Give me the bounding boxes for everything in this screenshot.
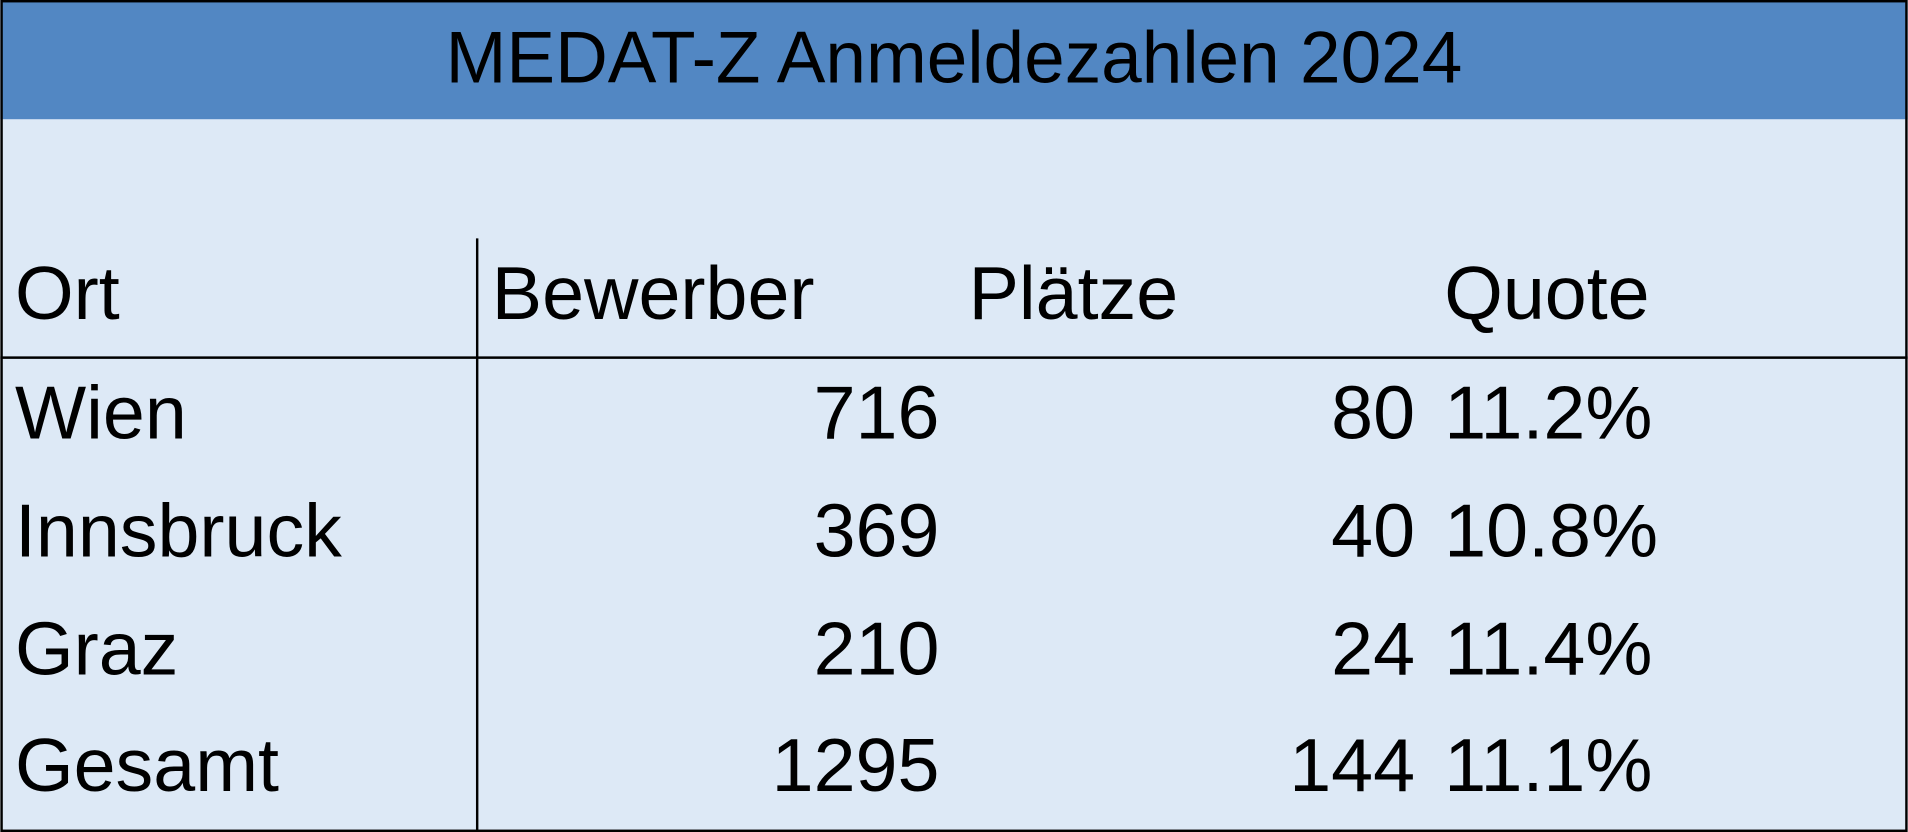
- row-label: Wien: [15, 370, 187, 454]
- column-header: Bewerber: [492, 251, 815, 335]
- table-cell: 10.8%: [1444, 488, 1658, 572]
- table-cell: 80: [1331, 370, 1415, 454]
- table-cell: 716: [814, 370, 940, 454]
- table-cell: 210: [814, 606, 940, 690]
- table-cell: 11.2%: [1444, 370, 1652, 454]
- table-cell: 11.1%: [1444, 723, 1652, 807]
- table-title: MEDAT-Z Anmeldezahlen 2024: [446, 18, 1463, 99]
- table-cell: 144: [1289, 723, 1415, 807]
- row-label: Graz: [15, 606, 178, 690]
- table-cell: 11.4%: [1444, 606, 1652, 690]
- column-header: Quote: [1444, 251, 1649, 335]
- column-header: Ort: [15, 251, 120, 335]
- row-label: Innsbruck: [15, 488, 342, 572]
- title-bar: [0, 0, 1908, 120]
- table-cell: 369: [814, 488, 940, 572]
- column-header: Plätze: [969, 251, 1179, 335]
- row-label: Gesamt: [15, 723, 279, 807]
- table-cell: 1295: [772, 723, 940, 807]
- table-cell: 24: [1331, 606, 1415, 690]
- table-cell: 40: [1331, 488, 1415, 572]
